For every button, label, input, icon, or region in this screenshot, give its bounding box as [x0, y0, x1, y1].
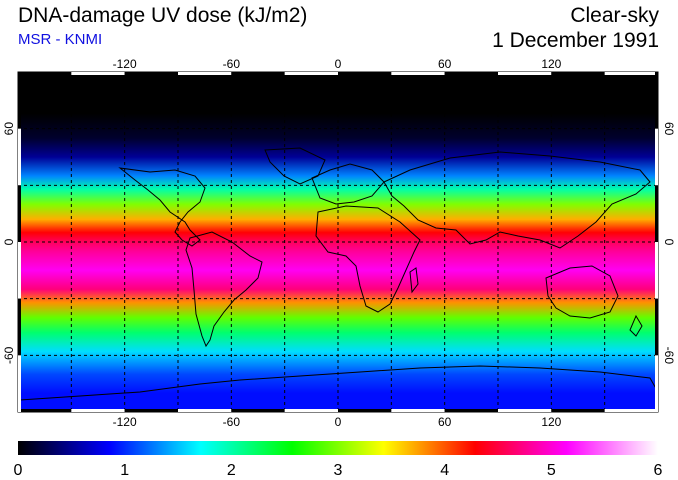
frame-segment-top	[444, 72, 498, 75]
frame-segment-right	[655, 128, 658, 186]
y-tick-label-left: 60	[2, 122, 16, 136]
x-tick-label-bottom: 0	[335, 415, 342, 429]
colorbar-tick-label: 6	[654, 462, 663, 479]
frame-segment-top	[124, 72, 178, 75]
frame-segment-bottom	[391, 409, 445, 412]
frame-ticks	[18, 72, 658, 412]
coastline-asia	[383, 151, 651, 249]
colorbar-tick-label: 4	[440, 462, 449, 479]
colorbar	[18, 441, 658, 455]
frame-segment-right	[655, 72, 658, 129]
x-tick-label-bottom: -60	[223, 415, 241, 429]
coastline-south-america	[185, 231, 263, 348]
coastline-greenland	[264, 147, 326, 185]
axis-labels: -120 -120 -60 -60 0 0 60 60 120 120 60 60 0 0 -60 -60	[2, 57, 676, 429]
frame-segment-top	[604, 72, 658, 75]
frame-segment-top	[391, 72, 445, 75]
x-tick-label-top: 0	[335, 57, 342, 71]
coastline-africa	[315, 205, 421, 313]
frame-segment-top	[498, 72, 552, 75]
frame-segment-top	[338, 72, 392, 75]
coastlines	[19, 147, 659, 401]
colorbar-tick-label: 5	[547, 462, 556, 479]
frame-segment-right	[655, 355, 658, 412]
y-tick-label-right: 60	[662, 122, 676, 136]
coastline-north-america	[118, 167, 206, 247]
frame-segment-left	[18, 72, 21, 129]
x-tick-label-top: -120	[113, 57, 137, 71]
x-tick-label-bottom: 120	[541, 415, 561, 429]
frame-segment-bottom	[551, 409, 605, 412]
frame-segment-right	[655, 242, 658, 299]
frame-segment-left	[18, 298, 21, 356]
frame-segment-top	[178, 72, 232, 75]
colorbar-tick-label: 1	[120, 462, 129, 479]
frame-segment-left	[18, 242, 21, 299]
y-tick-label-right: 0	[662, 239, 676, 246]
source-label: MSR - KNMI	[18, 31, 103, 48]
frame-segment-bottom	[444, 409, 498, 412]
y-tick-label-left: 0	[2, 238, 16, 245]
frame-segment-right	[655, 185, 658, 242]
frame-segment-bottom	[231, 409, 285, 412]
frame-segment-top	[18, 72, 72, 75]
frame-segment-right	[655, 298, 658, 356]
frame-segment-left	[18, 185, 21, 242]
frame-segment-bottom	[124, 409, 178, 412]
frame-segment-bottom	[178, 409, 232, 412]
frame-segment-top	[231, 72, 285, 75]
frame-segment-left	[18, 128, 21, 186]
coastline-europe	[311, 163, 385, 205]
colorbar-tick-label: 0	[14, 462, 23, 479]
frame-segment-top	[284, 72, 338, 75]
graticule	[18, 72, 658, 412]
colorbar-tick-label: 2	[227, 462, 236, 479]
x-tick-label-bottom: -120	[113, 415, 137, 429]
frame-segment-left	[18, 355, 21, 412]
frame-segment-bottom	[71, 409, 125, 412]
y-tick-label-right: -60	[662, 347, 676, 365]
frame-segment-bottom	[604, 409, 658, 412]
frame-segment-top	[71, 72, 125, 75]
frame-segment-bottom	[498, 409, 552, 412]
coastline-antarctica	[19, 365, 659, 401]
colorbar-labels: 0 1 2 3 4 5 6	[14, 462, 663, 479]
x-tick-label-bottom: 60	[438, 415, 452, 429]
frame-segment-bottom	[284, 409, 338, 412]
y-tick-label-left: -60	[2, 346, 16, 364]
sky-condition-label: Clear-sky	[570, 4, 659, 27]
x-tick-label-top: 120	[541, 57, 561, 71]
frame-segment-bottom	[338, 409, 392, 412]
frame-segment-top	[551, 72, 605, 75]
coastline-new-zealand	[629, 314, 643, 337]
frame-segment-bottom	[18, 409, 72, 412]
chart-title: DNA-damage UV dose (kJ/m2)	[18, 4, 308, 27]
coastline-australia	[545, 265, 619, 319]
x-tick-label-top: 60	[438, 57, 452, 71]
date-label: 1 December 1991	[492, 29, 659, 52]
colorbar-tick-label: 3	[334, 462, 343, 479]
coastline-madagascar	[409, 267, 419, 294]
x-tick-label-top: -60	[223, 57, 241, 71]
